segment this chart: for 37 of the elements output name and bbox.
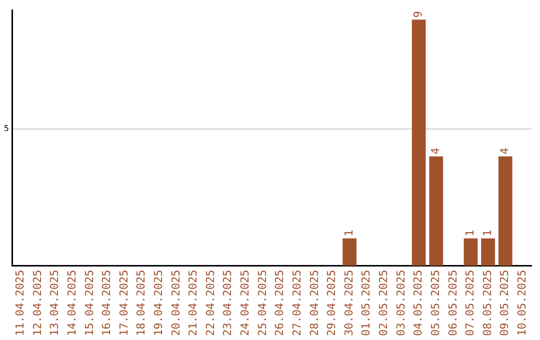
- x-tick-label: 21.04.2025: [186, 270, 200, 336]
- x-tick-label: 22.04.2025: [204, 270, 217, 336]
- x-tick-label: 16.04.2025: [100, 270, 114, 336]
- x-tick-label: 13.04.2025: [48, 270, 62, 336]
- x-tick-label: 28.04.2025: [308, 270, 321, 336]
- x-tick-label: 20.04.2025: [169, 270, 182, 336]
- x-tick-label: 03.05.2025: [394, 270, 408, 336]
- y-tick-label: 5: [4, 124, 9, 134]
- x-tick-label: 19.04.2025: [152, 270, 165, 336]
- x-tick-label: 15.04.2025: [82, 270, 96, 336]
- x-tick-label: 30.04.2025: [342, 270, 356, 336]
- x-tick-label: 09.05.2025: [498, 270, 512, 336]
- x-tick-label: 05.05.2025: [428, 270, 442, 336]
- data-label: 4: [428, 147, 442, 154]
- x-tick-label: 29.04.2025: [325, 270, 338, 336]
- data-label: 1: [342, 230, 356, 236]
- x-tick-label: 08.05.2025: [480, 270, 494, 336]
- x-tick-label: 11.04.2025: [14, 270, 27, 336]
- x-tick-label: 23.04.2025: [221, 270, 234, 336]
- x-tick-label: 25.04.2025: [256, 270, 269, 336]
- x-tick-label: 26.04.2025: [273, 270, 286, 336]
- x-tick-label: 17.04.2025: [117, 270, 130, 336]
- x-tick-label: 14.04.2025: [65, 270, 78, 336]
- data-label: 9: [412, 10, 425, 18]
- x-tick-label: 12.04.2025: [30, 270, 44, 336]
- x-tick-label: 27.04.2025: [290, 270, 304, 336]
- x-tick-label: 10.05.2025: [516, 270, 529, 336]
- x-tick-label: 01.05.2025: [360, 270, 373, 336]
- x-tick-label: 06.05.2025: [446, 270, 460, 336]
- x-tick-label: 07.05.2025: [464, 270, 477, 336]
- x-tick-label: 02.05.2025: [377, 270, 390, 336]
- x-tick-label: 04.05.2025: [412, 270, 425, 336]
- x-tick-label: 24.04.2025: [238, 270, 252, 336]
- data-label: 4: [498, 147, 512, 154]
- data-label: 1: [480, 230, 494, 236]
- x-tick-label: 18.04.2025: [134, 270, 148, 336]
- data-label: 1: [464, 230, 477, 236]
